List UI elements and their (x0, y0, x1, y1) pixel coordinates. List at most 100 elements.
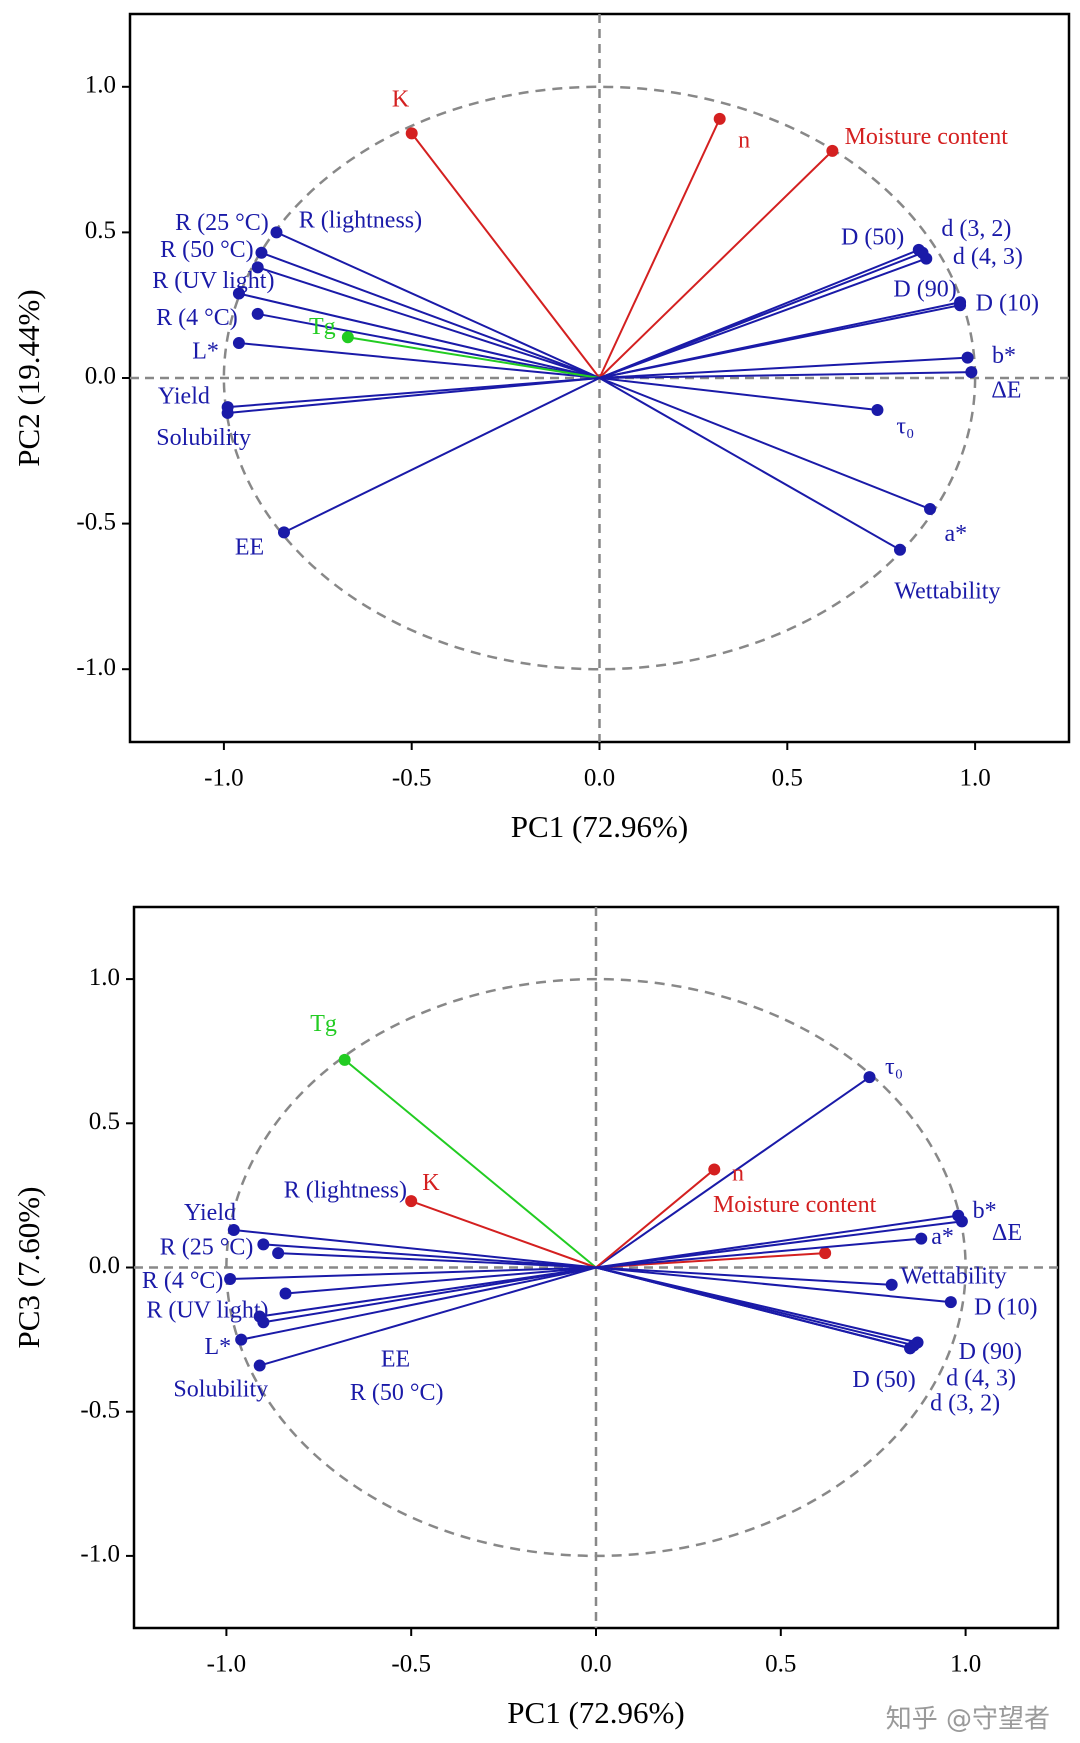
loading-vector (240, 1266, 597, 1341)
loading-point (826, 144, 839, 157)
point-label: n (738, 128, 750, 154)
y-axis-title: PC3 (7.60%) (11, 1187, 46, 1349)
point-label: K (392, 87, 410, 113)
loading-point (255, 246, 268, 259)
loading-vector (227, 377, 600, 414)
x-tick-label: -1.0 (207, 1651, 247, 1678)
loading-point (920, 252, 933, 265)
loading-point (232, 287, 245, 300)
loading-vector (263, 1266, 597, 1324)
loading-vector (599, 371, 972, 379)
point-label: Solubility (156, 425, 251, 451)
point-label: a* (931, 1224, 954, 1250)
point-label: d (4, 3) (953, 244, 1023, 270)
loading-point (708, 1163, 721, 1176)
loading-vector (257, 266, 600, 379)
point-label: R (25 °C) (175, 210, 269, 236)
x-tick-label: -0.5 (391, 1651, 431, 1678)
point-label: Wettability (901, 1264, 1007, 1290)
loading-point (915, 1232, 928, 1245)
loading-point (405, 1195, 418, 1208)
x-tick-label: -0.5 (392, 765, 432, 792)
point-label: d (4, 3) (946, 1365, 1016, 1391)
loading-vector (285, 1266, 597, 1295)
point-label: R (25 °C) (160, 1234, 254, 1260)
loading-vector (595, 1266, 911, 1350)
y-tick-label: 1.0 (85, 72, 116, 99)
point-label: EE (235, 535, 264, 561)
loading-vector (278, 1252, 597, 1269)
y-tick-label: 0.0 (85, 363, 116, 390)
loading-point (405, 127, 418, 140)
point-label: τ₀ (885, 1054, 903, 1080)
loading-point (341, 331, 354, 344)
point-label: R (4 °C) (142, 1268, 224, 1294)
loading-point (251, 261, 264, 274)
loading-point (863, 1071, 876, 1084)
loading-vector (410, 1200, 597, 1269)
loading-vector (599, 377, 931, 510)
loading-vector (595, 1214, 959, 1269)
loading-vector (259, 1266, 597, 1318)
point-label: d (3, 2) (941, 216, 1011, 242)
loading-point (955, 1215, 968, 1228)
loading-point (965, 366, 978, 379)
x-tick-label: 0.0 (584, 765, 615, 792)
point-label: R (lightness) (284, 1177, 407, 1203)
loading-point (885, 1278, 898, 1291)
y-tick-label: -1.0 (76, 654, 116, 681)
loading-point (713, 112, 726, 125)
loading-point (235, 1333, 248, 1346)
point-label: Solubility (173, 1377, 268, 1403)
point-label: Yield (158, 384, 210, 410)
point-label: b* (973, 1198, 997, 1224)
y-tick-label: -0.5 (80, 1396, 120, 1423)
loading-vector (595, 1220, 963, 1269)
loading-point (924, 503, 937, 516)
x-tick-label: 0.5 (765, 1651, 796, 1678)
loading-point (251, 307, 264, 320)
point-label: τ₀ (896, 413, 914, 439)
point-label: Yield (184, 1200, 236, 1226)
x-tick-label: 1.0 (959, 765, 990, 792)
y-tick-label: 1.0 (89, 964, 120, 991)
y-tick-label: 0.0 (89, 1252, 120, 1279)
point-label: D (10) (974, 1294, 1037, 1320)
loading-point (221, 406, 234, 419)
loading-vector (599, 251, 923, 379)
loading-vector (259, 1266, 597, 1367)
point-label: Moisture content (713, 1192, 877, 1218)
loading-point (893, 543, 906, 556)
point-label: K (422, 1170, 440, 1196)
loading-vector (263, 1243, 597, 1269)
loading-vector (257, 312, 600, 379)
y-tick-label: 0.5 (89, 1108, 120, 1135)
loading-vector (598, 150, 834, 379)
point-label: D (90) (959, 1339, 1022, 1365)
loading-point (279, 1287, 292, 1300)
loading-point (819, 1247, 832, 1260)
loading-point (961, 351, 974, 364)
loading-vector (347, 336, 600, 379)
point-label: Tg (309, 314, 336, 340)
loading-vector (230, 1266, 597, 1281)
loading-vector (599, 377, 901, 551)
loading-vector (595, 1168, 715, 1269)
point-label: R (4 °C) (156, 305, 238, 331)
point-label: d (3, 2) (930, 1390, 1000, 1416)
point-label: Tg (310, 1011, 337, 1037)
loading-point (871, 404, 884, 417)
x-tick-label: 0.0 (580, 1651, 611, 1678)
point-label: n (732, 1160, 744, 1186)
point-label: EE (381, 1347, 410, 1373)
x-tick-label: 0.5 (772, 765, 803, 792)
unit-circle (225, 977, 967, 1558)
loading-point (944, 1296, 957, 1309)
point-label: L* (192, 339, 219, 365)
x-axis-title: PC1 (72.96%) (511, 809, 688, 844)
loading-vector (599, 356, 968, 379)
y-tick-label: 0.5 (85, 217, 116, 244)
loading-vector (598, 118, 721, 379)
x-tick-label: -1.0 (204, 765, 244, 792)
loading-point (253, 1359, 266, 1372)
